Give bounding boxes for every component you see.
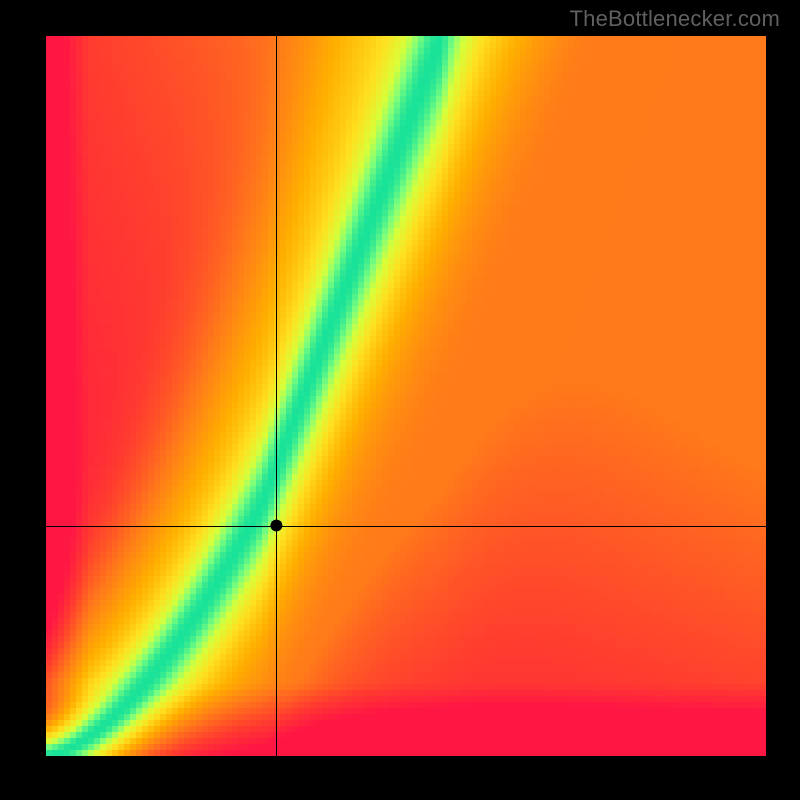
- chart-container: TheBottlenecker.com: [0, 0, 800, 800]
- heatmap-canvas: [46, 36, 766, 756]
- watermark-text: TheBottlenecker.com: [570, 6, 780, 32]
